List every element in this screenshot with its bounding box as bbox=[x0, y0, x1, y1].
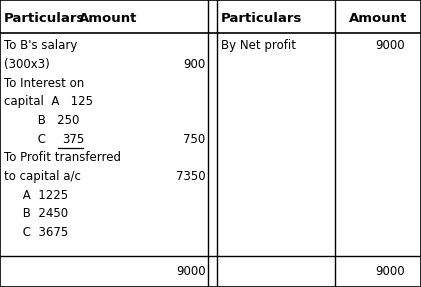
Text: By Net profit: By Net profit bbox=[221, 39, 296, 53]
Text: 9000: 9000 bbox=[376, 39, 405, 53]
Text: 9000: 9000 bbox=[176, 265, 205, 278]
Text: 9000: 9000 bbox=[376, 265, 405, 278]
Text: C  3675: C 3675 bbox=[4, 226, 69, 239]
Text: (300x3): (300x3) bbox=[4, 58, 50, 71]
Text: B   250: B 250 bbox=[4, 114, 80, 127]
Text: 750: 750 bbox=[183, 133, 205, 146]
Text: B  2450: B 2450 bbox=[4, 207, 68, 220]
Text: Amount: Amount bbox=[349, 12, 407, 25]
Text: To B's salary: To B's salary bbox=[4, 39, 77, 53]
Text: 7350: 7350 bbox=[176, 170, 205, 183]
Text: A  1225: A 1225 bbox=[4, 189, 68, 202]
Text: 375: 375 bbox=[62, 133, 85, 146]
Text: To Interest on: To Interest on bbox=[4, 77, 85, 90]
Text: 900: 900 bbox=[183, 58, 205, 71]
Text: Particulars: Particulars bbox=[221, 12, 302, 25]
Text: Amount: Amount bbox=[79, 12, 138, 25]
Text: C: C bbox=[4, 133, 57, 146]
Text: Particulars: Particulars bbox=[4, 12, 85, 25]
Text: capital  A   125: capital A 125 bbox=[4, 95, 93, 108]
Text: to capital a/c: to capital a/c bbox=[4, 170, 81, 183]
Text: To Profit transferred: To Profit transferred bbox=[4, 151, 121, 164]
